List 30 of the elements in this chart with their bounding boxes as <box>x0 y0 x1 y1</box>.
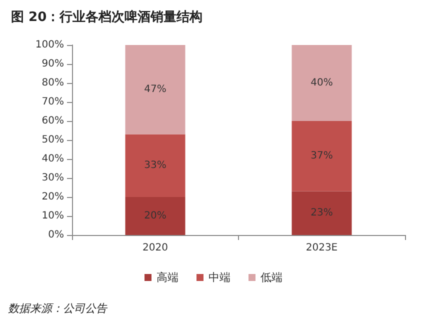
bar <box>292 191 352 235</box>
data-label: 40% <box>310 78 333 88</box>
y-tick-label: 70% <box>42 96 64 108</box>
y-tick-label: 10% <box>42 210 64 222</box>
y-tick-label: 100% <box>35 40 64 50</box>
x-tick-label: 2020 <box>142 242 168 254</box>
legend-label: 高端 <box>156 271 178 284</box>
bar <box>125 45 186 134</box>
bar <box>292 121 352 192</box>
y-tick-label: 50% <box>42 134 64 146</box>
data-label: 23% <box>310 208 333 219</box>
chart-title: 图 20：行业各档次啤酒销量结构 <box>11 9 203 25</box>
legend-label: 低端 <box>260 271 282 284</box>
bar <box>125 134 186 197</box>
y-tick-label: 60% <box>42 116 64 126</box>
y-tick-label: 80% <box>42 78 64 88</box>
bar <box>292 45 352 121</box>
data-label: 20% <box>144 210 166 222</box>
y-tick-label: 90% <box>42 58 64 70</box>
y-tick-label: 30% <box>42 172 64 184</box>
legend-label: 中端 <box>208 271 230 284</box>
data-label: 37% <box>310 150 333 162</box>
x-tick-label: 2023E <box>306 242 338 254</box>
y-tick-label: 20% <box>42 192 64 202</box>
data-label: 33% <box>144 160 166 172</box>
data-label: 47% <box>144 84 166 96</box>
y-tick-label: 0% <box>48 230 64 240</box>
source-note: 数据来源：公司公告 <box>8 302 108 315</box>
y-tick-label: 40% <box>42 154 64 164</box>
bar <box>125 197 186 235</box>
